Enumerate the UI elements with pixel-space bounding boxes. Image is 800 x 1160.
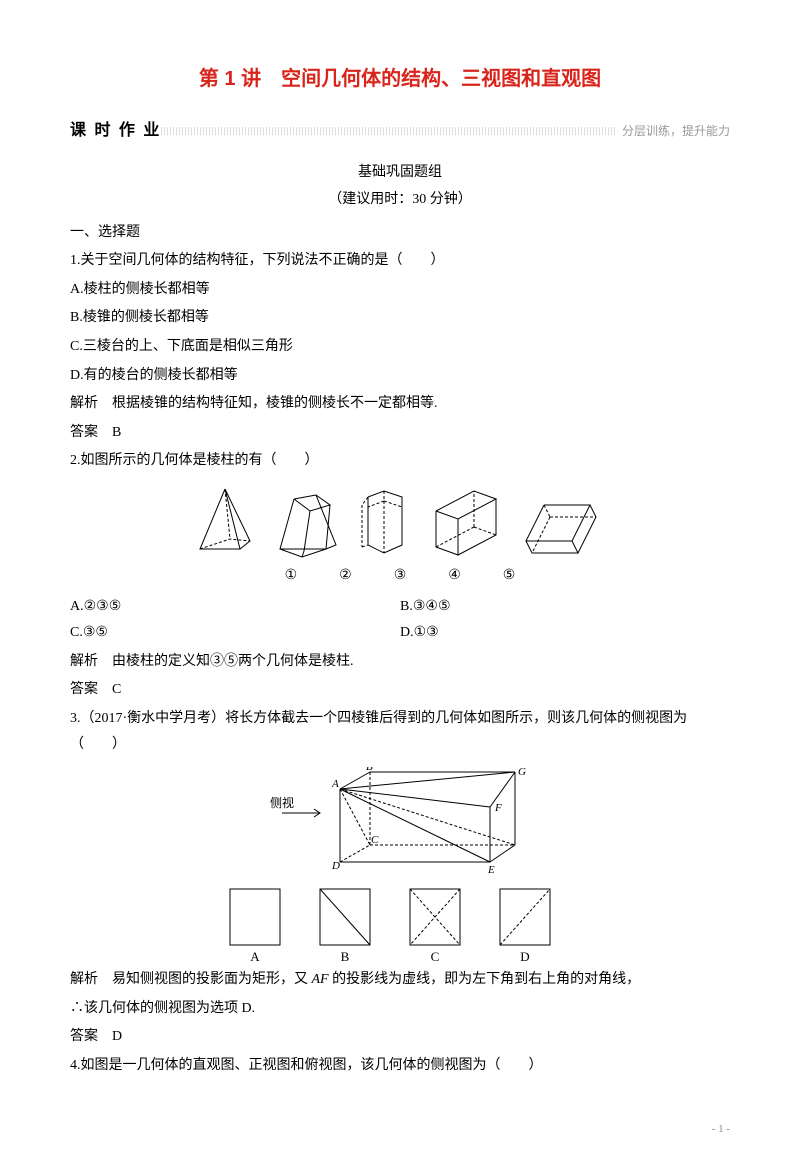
q2-figures	[70, 483, 730, 561]
keshi-bar: 课 时 作 业 分层训练，提升能力	[70, 116, 730, 146]
q3-options-svg: A B C D	[220, 885, 580, 965]
q3-pt-b: B	[366, 767, 373, 773]
q3-pt-g: G	[518, 767, 526, 778]
q4-stem: 4.如图是一几何体的直观图、正视图和俯视图，该几何体的侧视图为（ ）	[70, 1053, 730, 1080]
q2-shapes-svg	[190, 483, 610, 561]
q2-a: A.②③⑤	[70, 594, 400, 621]
q3-exp-line1: 解析 易知侧视图的投影面为矩形，又 AF 的投影线为虚线，即为左下角到右上角的对…	[70, 967, 730, 994]
q1-c: C.三棱台的上、下底面是相似三角形	[70, 334, 730, 361]
q1-b: B.棱锥的侧棱长都相等	[70, 305, 730, 332]
q3-stem: 3.（2017·衡水中学月考）将长方体截去一个四棱锥后得到的几何体如图所示，则该…	[70, 706, 730, 759]
q3-exp-line2: ∴该几何体的侧视图为选项 D.	[70, 996, 730, 1023]
q2-fig-labels: ① ② ③ ④ ⑤	[70, 563, 730, 590]
q3-side-label: 侧视	[270, 795, 294, 810]
q2-d: D.①③	[400, 620, 730, 647]
q1-ans: 答案 B	[70, 420, 730, 447]
group-title: 基础巩固题组	[70, 160, 730, 187]
keshi-right: 分层训练，提升能力	[616, 120, 730, 143]
q3-pt-a: A	[331, 778, 339, 790]
q3-opt-c: C	[431, 949, 440, 964]
q3-opt-d: D	[520, 949, 529, 964]
keshi-fill	[161, 127, 616, 135]
q3-opt-b: B	[341, 949, 350, 964]
q3-exp-b: 的投影线为虚线，即为左下角到右上角的对角线，	[329, 972, 641, 987]
q3-main-svg: A B C D E F G 侧视	[270, 767, 530, 877]
q3-pt-f: F	[494, 802, 502, 814]
q3-opt-a: A	[250, 949, 260, 964]
q3-pt-d: D	[331, 860, 340, 872]
q3-options: A B C D	[70, 885, 730, 965]
time-hint: （建议用时：30 分钟）	[70, 187, 730, 214]
q2-c: C.③⑤	[70, 620, 400, 647]
page-title: 第 1 讲 空间几何体的结构、三视图和直观图	[70, 60, 730, 98]
section-1: 一、选择题	[70, 220, 730, 247]
q3-pt-c: C	[371, 834, 379, 846]
page-footer: - 1 -	[70, 1119, 730, 1140]
q3-main-figure: A B C D E F G 侧视	[70, 767, 730, 877]
q3-ans: 答案 D	[70, 1024, 730, 1051]
keshi-label: 课 时 作 业	[70, 116, 161, 146]
q1-stem: 1.关于空间几何体的结构特征，下列说法不正确的是（ ）	[70, 248, 730, 275]
q2-ans: 答案 C	[70, 677, 730, 704]
q2-b: B.③④⑤	[400, 594, 730, 621]
q3-exp-af: AF	[312, 972, 329, 987]
q1-exp: 解析 根据棱锥的结构特征知，棱锥的侧棱长不一定都相等.	[70, 391, 730, 418]
q2-stem: 2.如图所示的几何体是棱柱的有（ ）	[70, 448, 730, 475]
q1-a: A.棱柱的侧棱长都相等	[70, 277, 730, 304]
q3-exp-a: 解析 易知侧视图的投影面为矩形，又	[70, 972, 312, 987]
q1-d: D.有的棱台的侧棱长都相等	[70, 363, 730, 390]
q2-exp: 解析 由棱柱的定义知③⑤两个几何体是棱柱.	[70, 649, 730, 676]
q3-pt-e: E	[487, 864, 495, 876]
